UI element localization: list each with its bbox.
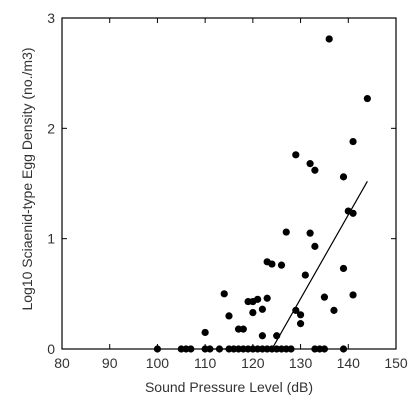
data-point — [258, 332, 266, 340]
y-tick-label: 1 — [47, 231, 55, 247]
data-point — [263, 294, 271, 302]
y-tick-label: 3 — [47, 10, 55, 26]
data-point — [220, 290, 228, 298]
data-point — [306, 160, 314, 168]
data-point — [339, 345, 348, 353]
data-point — [292, 151, 300, 159]
data-point — [311, 166, 319, 174]
y-axis-title: Log10 Sciaenid-type Egg Density (no./m3) — [19, 47, 35, 310]
data-point — [287, 345, 295, 353]
data-point — [349, 209, 357, 217]
x-tick-label: 110 — [194, 355, 217, 371]
data-point — [330, 306, 338, 314]
plot-marks — [153, 35, 371, 353]
plot-frame — [61, 17, 397, 350]
x-tick-label: 140 — [337, 355, 361, 371]
data-point — [320, 293, 329, 301]
data-point — [187, 345, 195, 353]
x-axis-title: Sound Pressure Level (dB) — [145, 379, 313, 395]
data-point — [282, 228, 290, 236]
x-tick-label: 100 — [146, 355, 170, 371]
data-point — [363, 94, 371, 103]
data-point — [296, 320, 305, 328]
data-point — [301, 271, 309, 279]
data-point — [239, 325, 247, 333]
data-point — [249, 308, 257, 317]
data-point — [339, 173, 348, 181]
data-point — [225, 312, 233, 320]
data-point — [153, 345, 162, 353]
data-point — [311, 242, 319, 250]
x-tick-label: 120 — [241, 355, 265, 371]
data-point — [349, 137, 357, 146]
data-point — [349, 291, 357, 299]
data-point — [254, 295, 262, 303]
data-point — [339, 264, 348, 273]
data-point — [320, 345, 329, 353]
y-tick-label: 2 — [47, 120, 55, 136]
data-point — [201, 328, 209, 337]
data-point — [306, 229, 314, 237]
data-point — [258, 305, 266, 313]
x-tick-label: 150 — [384, 355, 408, 371]
data-point — [296, 311, 305, 319]
data-point — [292, 306, 300, 314]
trend-line — [205, 180, 368, 350]
x-tick-label: 130 — [289, 355, 313, 371]
data-point — [277, 261, 286, 269]
x-tick-label: 80 — [54, 355, 70, 371]
data-point — [268, 260, 276, 268]
y-tick-label: 0 — [47, 341, 55, 357]
data-point — [325, 35, 333, 43]
x-tick-label: 90 — [102, 355, 118, 371]
